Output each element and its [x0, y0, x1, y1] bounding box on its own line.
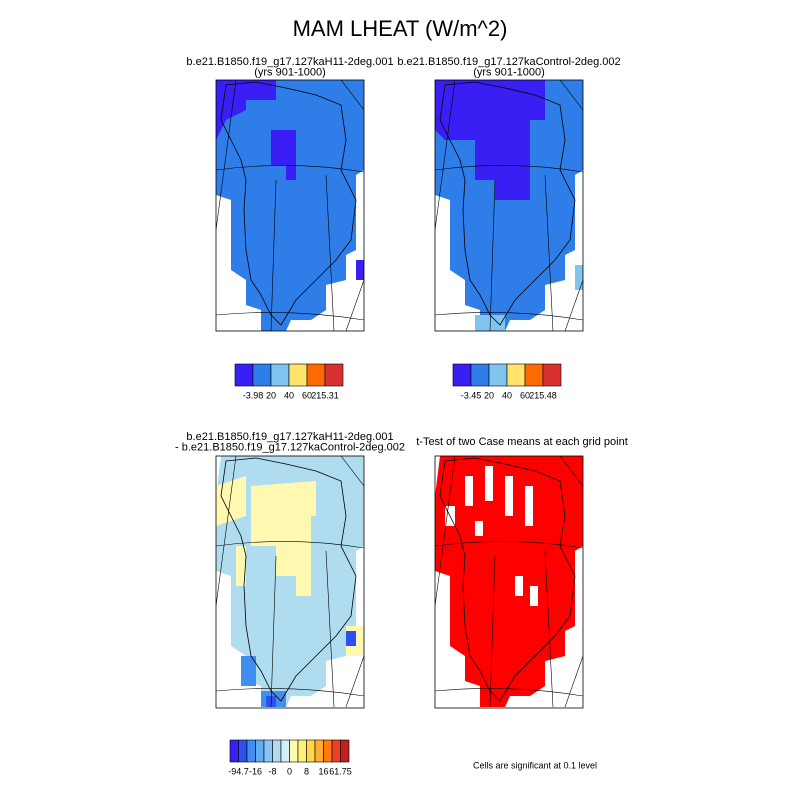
panel-title: (yrs 901-1000) [473, 66, 545, 78]
colorbar-box [340, 739, 350, 763]
colorbar-box [238, 739, 248, 763]
colorbar-box [331, 739, 341, 763]
colorbar-box [280, 739, 290, 763]
colorbar-box [255, 739, 265, 763]
colorbar-box [229, 739, 239, 763]
colorbar-box [234, 363, 254, 387]
map-frame [434, 79, 584, 332]
colorbar-label: 20 [484, 390, 494, 400]
colorbar-box [452, 363, 472, 387]
colorbar-box [263, 739, 273, 763]
note: Cells are significant at 0.1 level [473, 760, 597, 770]
colorbar-box [288, 363, 308, 387]
colorbar-label: 60 [302, 390, 312, 400]
colorbar-box [306, 363, 326, 387]
colorbar-box [542, 363, 562, 387]
colorbar-box [506, 363, 526, 387]
panel-title: b.e21.B1850.f19_g17.127kaH11-2deg.001 [186, 431, 393, 443]
panel-title: b.e21.B1850.f19_g17.127kaH11-2deg.001 [186, 56, 393, 68]
colorbar-box [306, 739, 316, 763]
colorbar-box [297, 739, 307, 763]
colorbar-label: 60 [520, 390, 530, 400]
panel-title: t-Test of two Case means at each grid po… [416, 436, 628, 448]
colorbar-label: 20 [266, 390, 276, 400]
colorbar-label: 61.75 [329, 766, 352, 776]
colorbar-box [252, 363, 272, 387]
map-frame [215, 455, 365, 709]
map-frame [215, 79, 365, 332]
colorbar-label: -16 [249, 766, 262, 776]
colorbar-label: 215.31 [311, 390, 339, 400]
colorbar-box [314, 739, 324, 763]
map-panel [435, 80, 583, 331]
colorbar-label: 215.48 [529, 390, 557, 400]
colorbar-box [323, 739, 333, 763]
map-frame [434, 455, 584, 709]
panel-title: b.e21.B1850.f19_g17.127kaControl-2deg.00… [397, 56, 620, 68]
colorbar-label: 40 [502, 390, 512, 400]
colorbar-box [270, 363, 290, 387]
colorbar-label: 8 [304, 766, 309, 776]
colorbar-box [470, 363, 490, 387]
map-panel [216, 456, 364, 707]
colorbar-box [246, 739, 256, 763]
colorbar-label: -8 [268, 766, 276, 776]
colorbar-label: -94.7 [228, 766, 249, 776]
map-panel [216, 80, 364, 331]
map-panel [435, 456, 583, 707]
colorbar-box [289, 739, 299, 763]
colorbar-label: 0 [287, 766, 292, 776]
colorbar-label: -3.45 [461, 390, 482, 400]
colorbar-box [324, 363, 344, 387]
figure-title: MAM LHEAT (W/m^2) [293, 16, 508, 41]
panel-title: (yrs 901-1000) [254, 66, 326, 78]
colorbar-box [524, 363, 544, 387]
panel-title: - b.e21.B1850.f19_g17.127kaControl-2deg.… [175, 441, 405, 453]
colorbar-box [272, 739, 282, 763]
colorbar-label: 16 [318, 766, 328, 776]
colorbar-box [488, 363, 508, 387]
colorbar-label: 40 [284, 390, 294, 400]
colorbar-label: -3.98 [243, 390, 264, 400]
